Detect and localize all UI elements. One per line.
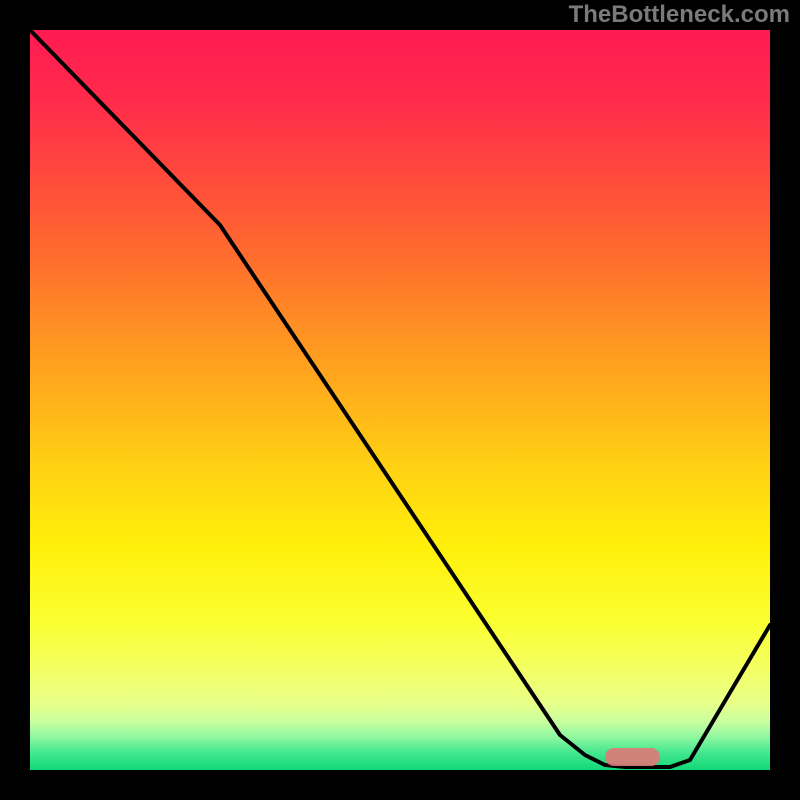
chart-svg [0, 0, 800, 800]
watermark-text: TheBottleneck.com [569, 0, 790, 30]
plot-area [30, 30, 770, 770]
chart-container: TheBottleneck.com [0, 0, 800, 800]
optimal-marker [605, 748, 660, 766]
